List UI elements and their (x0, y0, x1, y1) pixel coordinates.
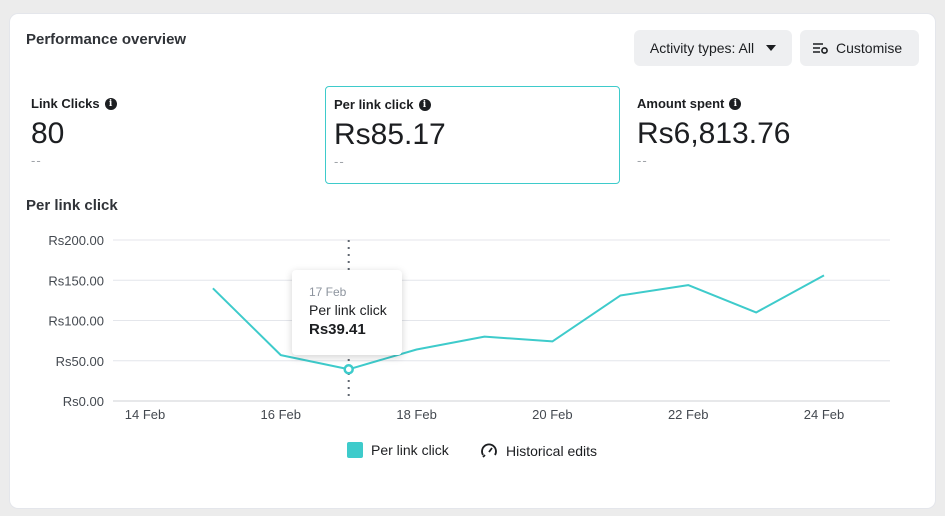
x-tick-label: 24 Feb (804, 407, 844, 422)
info-icon[interactable]: i (729, 97, 742, 110)
customise-label: Customise (836, 40, 903, 56)
metric-amount-spent[interactable]: Amount spent i Rs6,813.76 -- (632, 86, 922, 184)
y-tick-label: Rs150.00 (48, 273, 104, 288)
x-tick-label: 22 Feb (668, 407, 708, 422)
y-tick-label: Rs50.00 (56, 354, 104, 369)
x-tick-label: 18 Feb (396, 407, 436, 422)
chart-title: Per link click (26, 197, 118, 214)
series-swatch (347, 442, 363, 458)
metric-label: Link Clicks (31, 96, 100, 111)
caret-down-icon (766, 45, 777, 51)
metric-label-wrap: Per link click i (334, 97, 431, 112)
y-tick-label: Rs200.00 (48, 233, 104, 248)
metric-value: Rs85.17 (334, 118, 446, 151)
page-title: Performance overview (26, 31, 187, 48)
highlighted-point (343, 364, 354, 375)
metric-comparison: -- (31, 153, 42, 168)
metric-per-link-click[interactable]: Per link click i Rs85.17 -- (325, 86, 620, 184)
gauge-icon (481, 443, 497, 458)
x-tick-label: 14 Feb (125, 407, 165, 422)
info-icon[interactable]: i (418, 98, 431, 111)
tooltip-date: 17 Feb (309, 285, 347, 299)
tooltip-value: Rs39.41 (309, 321, 366, 338)
metric-label: Amount spent (637, 96, 725, 111)
x-tick-label: 20 Feb (532, 407, 572, 422)
legend-edits-label: Historical edits (506, 443, 598, 459)
activity-types-dropdown[interactable]: Activity types: All (634, 30, 792, 66)
metric-label-wrap: Link Clicks i (31, 96, 117, 111)
legend-item-series[interactable]: Per link click (347, 442, 449, 458)
metric-comparison: -- (334, 154, 345, 169)
metric-link-clicks[interactable]: Link Clicks i 80 -- (26, 86, 316, 184)
chart-tooltip: 17 Feb Per link click Rs39.41 (292, 270, 402, 355)
legend-series-label: Per link click (371, 442, 449, 458)
y-tick-label: Rs100.00 (48, 314, 104, 329)
metric-value: Rs6,813.76 (637, 117, 791, 150)
metric-comparison: -- (637, 153, 648, 168)
metric-label: Per link click (334, 97, 414, 112)
activity-types-label: Activity types: All (649, 40, 755, 56)
series-line (212, 274, 825, 371)
performance-card (10, 14, 935, 508)
y-tick-label: Rs0.00 (63, 394, 104, 409)
legend-item-historical-edits[interactable]: Historical edits (480, 442, 597, 460)
customise-button[interactable]: Customise (800, 30, 919, 66)
info-icon[interactable]: i (104, 97, 117, 110)
tooltip-label: Per link click (309, 302, 387, 318)
metric-label-wrap: Amount spent i (637, 96, 742, 111)
x-tick-label: 16 Feb (261, 407, 301, 422)
metric-value: 80 (31, 117, 65, 150)
customise-icon (813, 43, 828, 54)
